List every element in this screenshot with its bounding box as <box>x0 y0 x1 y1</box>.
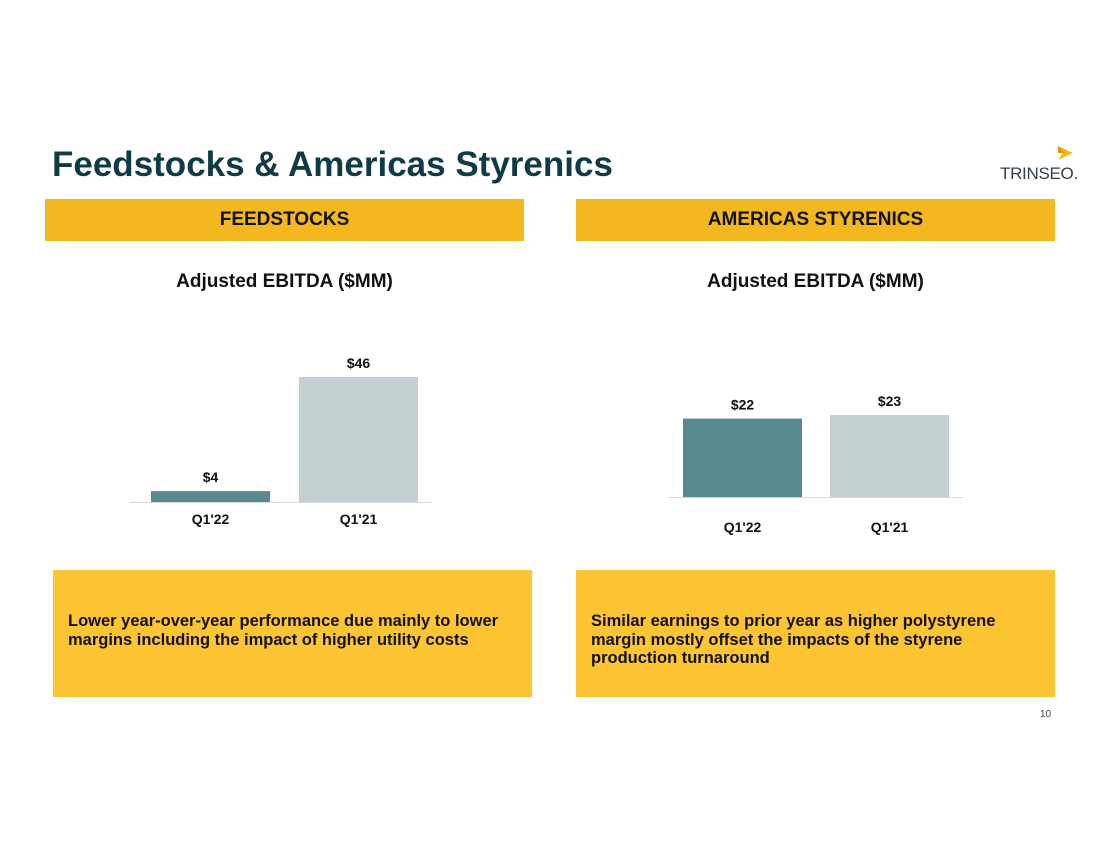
americas-styrenics-banner: AMERICAS STYRENICS <box>576 199 1055 241</box>
feedstocks-banner: FEEDSTOCKS <box>45 199 524 241</box>
category-label: Q1'21 <box>340 511 378 527</box>
page-number: 10 <box>1040 709 1052 720</box>
page-title: Feedstocks & Americas Styrenics <box>52 145 613 184</box>
category-label: Q1'22 <box>724 519 762 535</box>
americas-styrenics-note: Similar earnings to prior year as higher… <box>576 570 1055 697</box>
bar-q121 <box>830 415 949 497</box>
bar-q122 <box>683 418 802 497</box>
feedstocks-chart-title: Adjusted EBITDA ($MM) <box>176 271 393 292</box>
bar-q122 <box>151 491 270 502</box>
bar-q121 <box>299 377 418 502</box>
data-label: $23 <box>878 393 902 409</box>
americas-styrenics-chart: $22 Q1'22 $23 Q1'21 <box>668 393 963 535</box>
trinseo-logo: TRINSEO. <box>1000 146 1080 186</box>
logo-text: TRINSEO. <box>1000 164 1078 183</box>
data-label: $22 <box>731 397 755 413</box>
logo-arrow-icon <box>1058 146 1073 160</box>
feedstocks-note: Lower year-over-year performance due mai… <box>53 570 532 697</box>
feedstocks-chart: $4 Q1'22 $46 Q1'21 <box>130 355 432 527</box>
category-label: Q1'22 <box>192 511 230 527</box>
americas-styrenics-chart-title: Adjusted EBITDA ($MM) <box>707 271 924 292</box>
category-label: Q1'21 <box>871 519 909 535</box>
data-label: $46 <box>347 355 371 371</box>
data-label: $4 <box>203 469 219 485</box>
